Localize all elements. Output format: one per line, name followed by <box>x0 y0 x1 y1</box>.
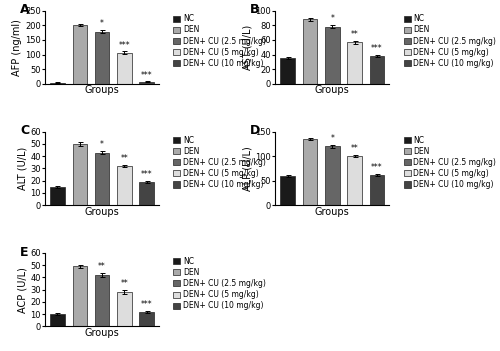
Y-axis label: ALP (U/L): ALP (U/L) <box>242 146 252 191</box>
X-axis label: Groups: Groups <box>84 207 120 217</box>
Legend: NC, DEN, DEN+ CU (2.5 mg/kg), DEN+ CU (5 mg/kg), DEN+ CU (10 mg/kg): NC, DEN, DEN+ CU (2.5 mg/kg), DEN+ CU (5… <box>404 135 496 189</box>
Legend: NC, DEN, DEN+ CU (2.5 mg/kg), DEN+ CU (5 mg/kg), DEN+ CU (10 mg/kg): NC, DEN, DEN+ CU (2.5 mg/kg), DEN+ CU (5… <box>404 14 496 68</box>
Bar <box>348 42 362 84</box>
Bar <box>140 182 154 205</box>
Text: ***: *** <box>118 40 130 49</box>
Text: **: ** <box>351 30 358 39</box>
Bar <box>72 25 87 84</box>
Bar <box>50 314 64 326</box>
Bar <box>370 56 384 84</box>
Legend: NC, DEN, DEN+ CU (2.5 mg/kg), DEN+ CU (5 mg/kg), DEN+ CU (10 mg/kg): NC, DEN, DEN+ CU (2.5 mg/kg), DEN+ CU (5… <box>174 135 266 189</box>
Text: B: B <box>250 3 260 16</box>
Bar <box>348 156 362 205</box>
Bar <box>50 82 64 84</box>
Legend: NC, DEN, DEN+ CU (2.5 mg/kg), DEN+ CU (5 mg/kg), DEN+ CU (10 mg/kg): NC, DEN, DEN+ CU (2.5 mg/kg), DEN+ CU (5… <box>174 257 266 310</box>
Y-axis label: ACP (U/L): ACP (U/L) <box>18 267 28 313</box>
Text: **: ** <box>351 144 358 153</box>
Bar <box>280 176 295 205</box>
Bar <box>370 175 384 205</box>
Text: C: C <box>20 124 29 137</box>
Bar <box>117 166 132 205</box>
Text: *: * <box>100 19 104 28</box>
Text: *: * <box>330 14 334 24</box>
Bar <box>72 144 87 205</box>
Text: **: ** <box>120 279 128 289</box>
X-axis label: Groups: Groups <box>315 85 350 95</box>
Text: E: E <box>20 246 28 259</box>
Bar <box>117 53 132 84</box>
X-axis label: Groups: Groups <box>315 207 350 217</box>
Bar <box>117 292 132 326</box>
Y-axis label: AST (U/L): AST (U/L) <box>242 25 252 70</box>
Bar <box>302 19 317 84</box>
Text: **: ** <box>98 262 106 271</box>
Text: D: D <box>250 124 260 137</box>
Y-axis label: AFP (ng/ml): AFP (ng/ml) <box>12 19 22 76</box>
Bar <box>325 27 340 84</box>
Y-axis label: ALT (U/L): ALT (U/L) <box>18 147 28 190</box>
Bar <box>95 275 110 326</box>
Bar <box>72 266 87 326</box>
X-axis label: Groups: Groups <box>84 328 120 338</box>
Text: A: A <box>20 3 30 16</box>
Bar <box>140 312 154 326</box>
Text: ***: *** <box>371 44 383 53</box>
Bar <box>302 139 317 205</box>
Text: **: ** <box>120 154 128 163</box>
Legend: NC, DEN, DEN+ CU (2.5 mg/kg), DEN+ CU (5 mg/kg), DEN+ CU (10 mg/kg): NC, DEN, DEN+ CU (2.5 mg/kg), DEN+ CU (5… <box>174 14 266 68</box>
Text: *: * <box>100 140 104 149</box>
Bar <box>140 82 154 84</box>
Bar <box>50 187 64 205</box>
Bar <box>95 153 110 205</box>
Text: ***: *** <box>371 163 383 172</box>
Bar <box>95 32 110 84</box>
Bar <box>325 146 340 205</box>
Text: *: * <box>330 134 334 143</box>
Text: ***: *** <box>141 300 152 309</box>
Bar <box>280 58 295 84</box>
Text: ***: *** <box>141 71 152 80</box>
Text: ***: *** <box>141 170 152 179</box>
X-axis label: Groups: Groups <box>84 85 120 95</box>
